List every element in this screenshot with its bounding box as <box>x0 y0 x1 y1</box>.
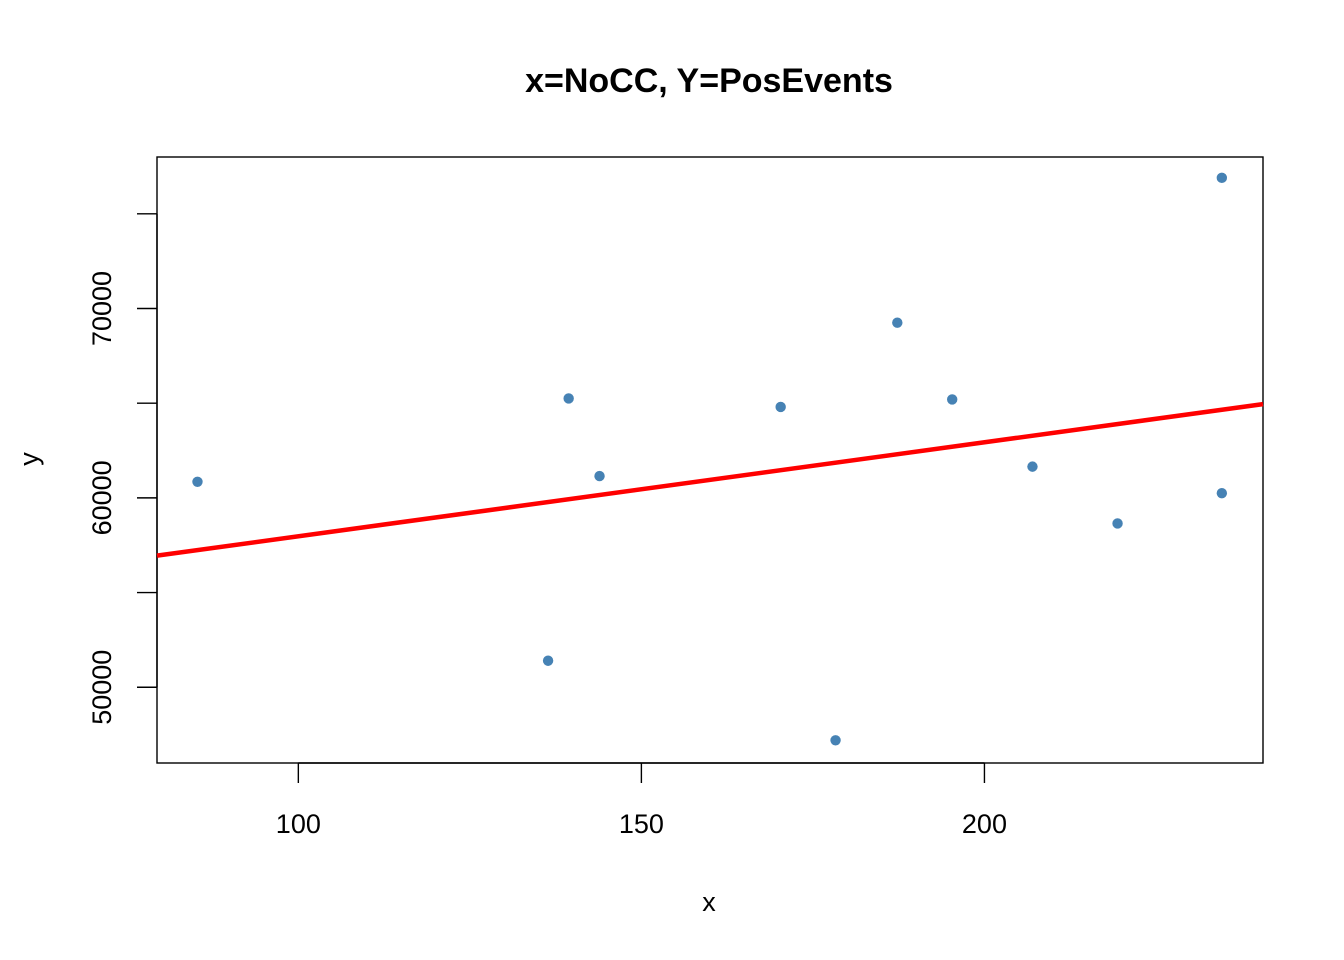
data-point <box>1027 461 1038 472</box>
chart-title: x=NoCC, Y=PosEvents <box>525 62 893 100</box>
y-tick-label: 50000 <box>87 650 117 725</box>
data-point <box>1216 172 1228 184</box>
y-tick-label: 60000 <box>87 460 117 535</box>
data-point <box>892 317 903 328</box>
y-tick-label: 70000 <box>87 271 117 346</box>
y-axis-label: y <box>14 452 44 466</box>
x-axis-label: x <box>702 887 716 917</box>
plot-area-frame <box>156 156 1264 764</box>
data-point <box>775 401 786 413</box>
data-points-group <box>192 172 1228 746</box>
data-point <box>1216 487 1228 499</box>
data-point <box>563 393 574 404</box>
x-tick-label: 200 <box>962 809 1007 839</box>
data-point <box>830 735 841 746</box>
data-point <box>1112 518 1123 529</box>
regression-line <box>156 401 1264 558</box>
data-point <box>594 470 605 482</box>
regression-line-group <box>156 401 1264 558</box>
data-point <box>192 476 203 487</box>
x-axis: 100 150 200 <box>276 762 1007 839</box>
x-tick-label: 150 <box>619 809 664 839</box>
data-point <box>946 394 958 405</box>
x-tick-label: 100 <box>276 809 321 839</box>
y-axis: 50000 60000 70000 <box>87 213 158 725</box>
data-point <box>542 655 554 666</box>
